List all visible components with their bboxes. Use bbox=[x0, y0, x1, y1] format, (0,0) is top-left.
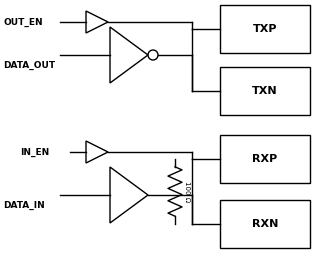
Bar bbox=[220, 5, 310, 53]
Bar bbox=[220, 200, 310, 248]
Text: 100 Ω: 100 Ω bbox=[184, 181, 190, 202]
Text: RXP: RXP bbox=[252, 154, 278, 164]
Text: TXP: TXP bbox=[253, 24, 277, 34]
Text: OUT_EN: OUT_EN bbox=[3, 17, 43, 27]
Bar bbox=[220, 135, 310, 183]
Text: DATA_OUT: DATA_OUT bbox=[3, 60, 55, 70]
Text: DATA_IN: DATA_IN bbox=[3, 200, 45, 210]
Text: IN_EN: IN_EN bbox=[20, 147, 49, 157]
Text: RXN: RXN bbox=[252, 219, 278, 229]
Text: TXN: TXN bbox=[252, 86, 278, 96]
Bar bbox=[220, 67, 310, 115]
